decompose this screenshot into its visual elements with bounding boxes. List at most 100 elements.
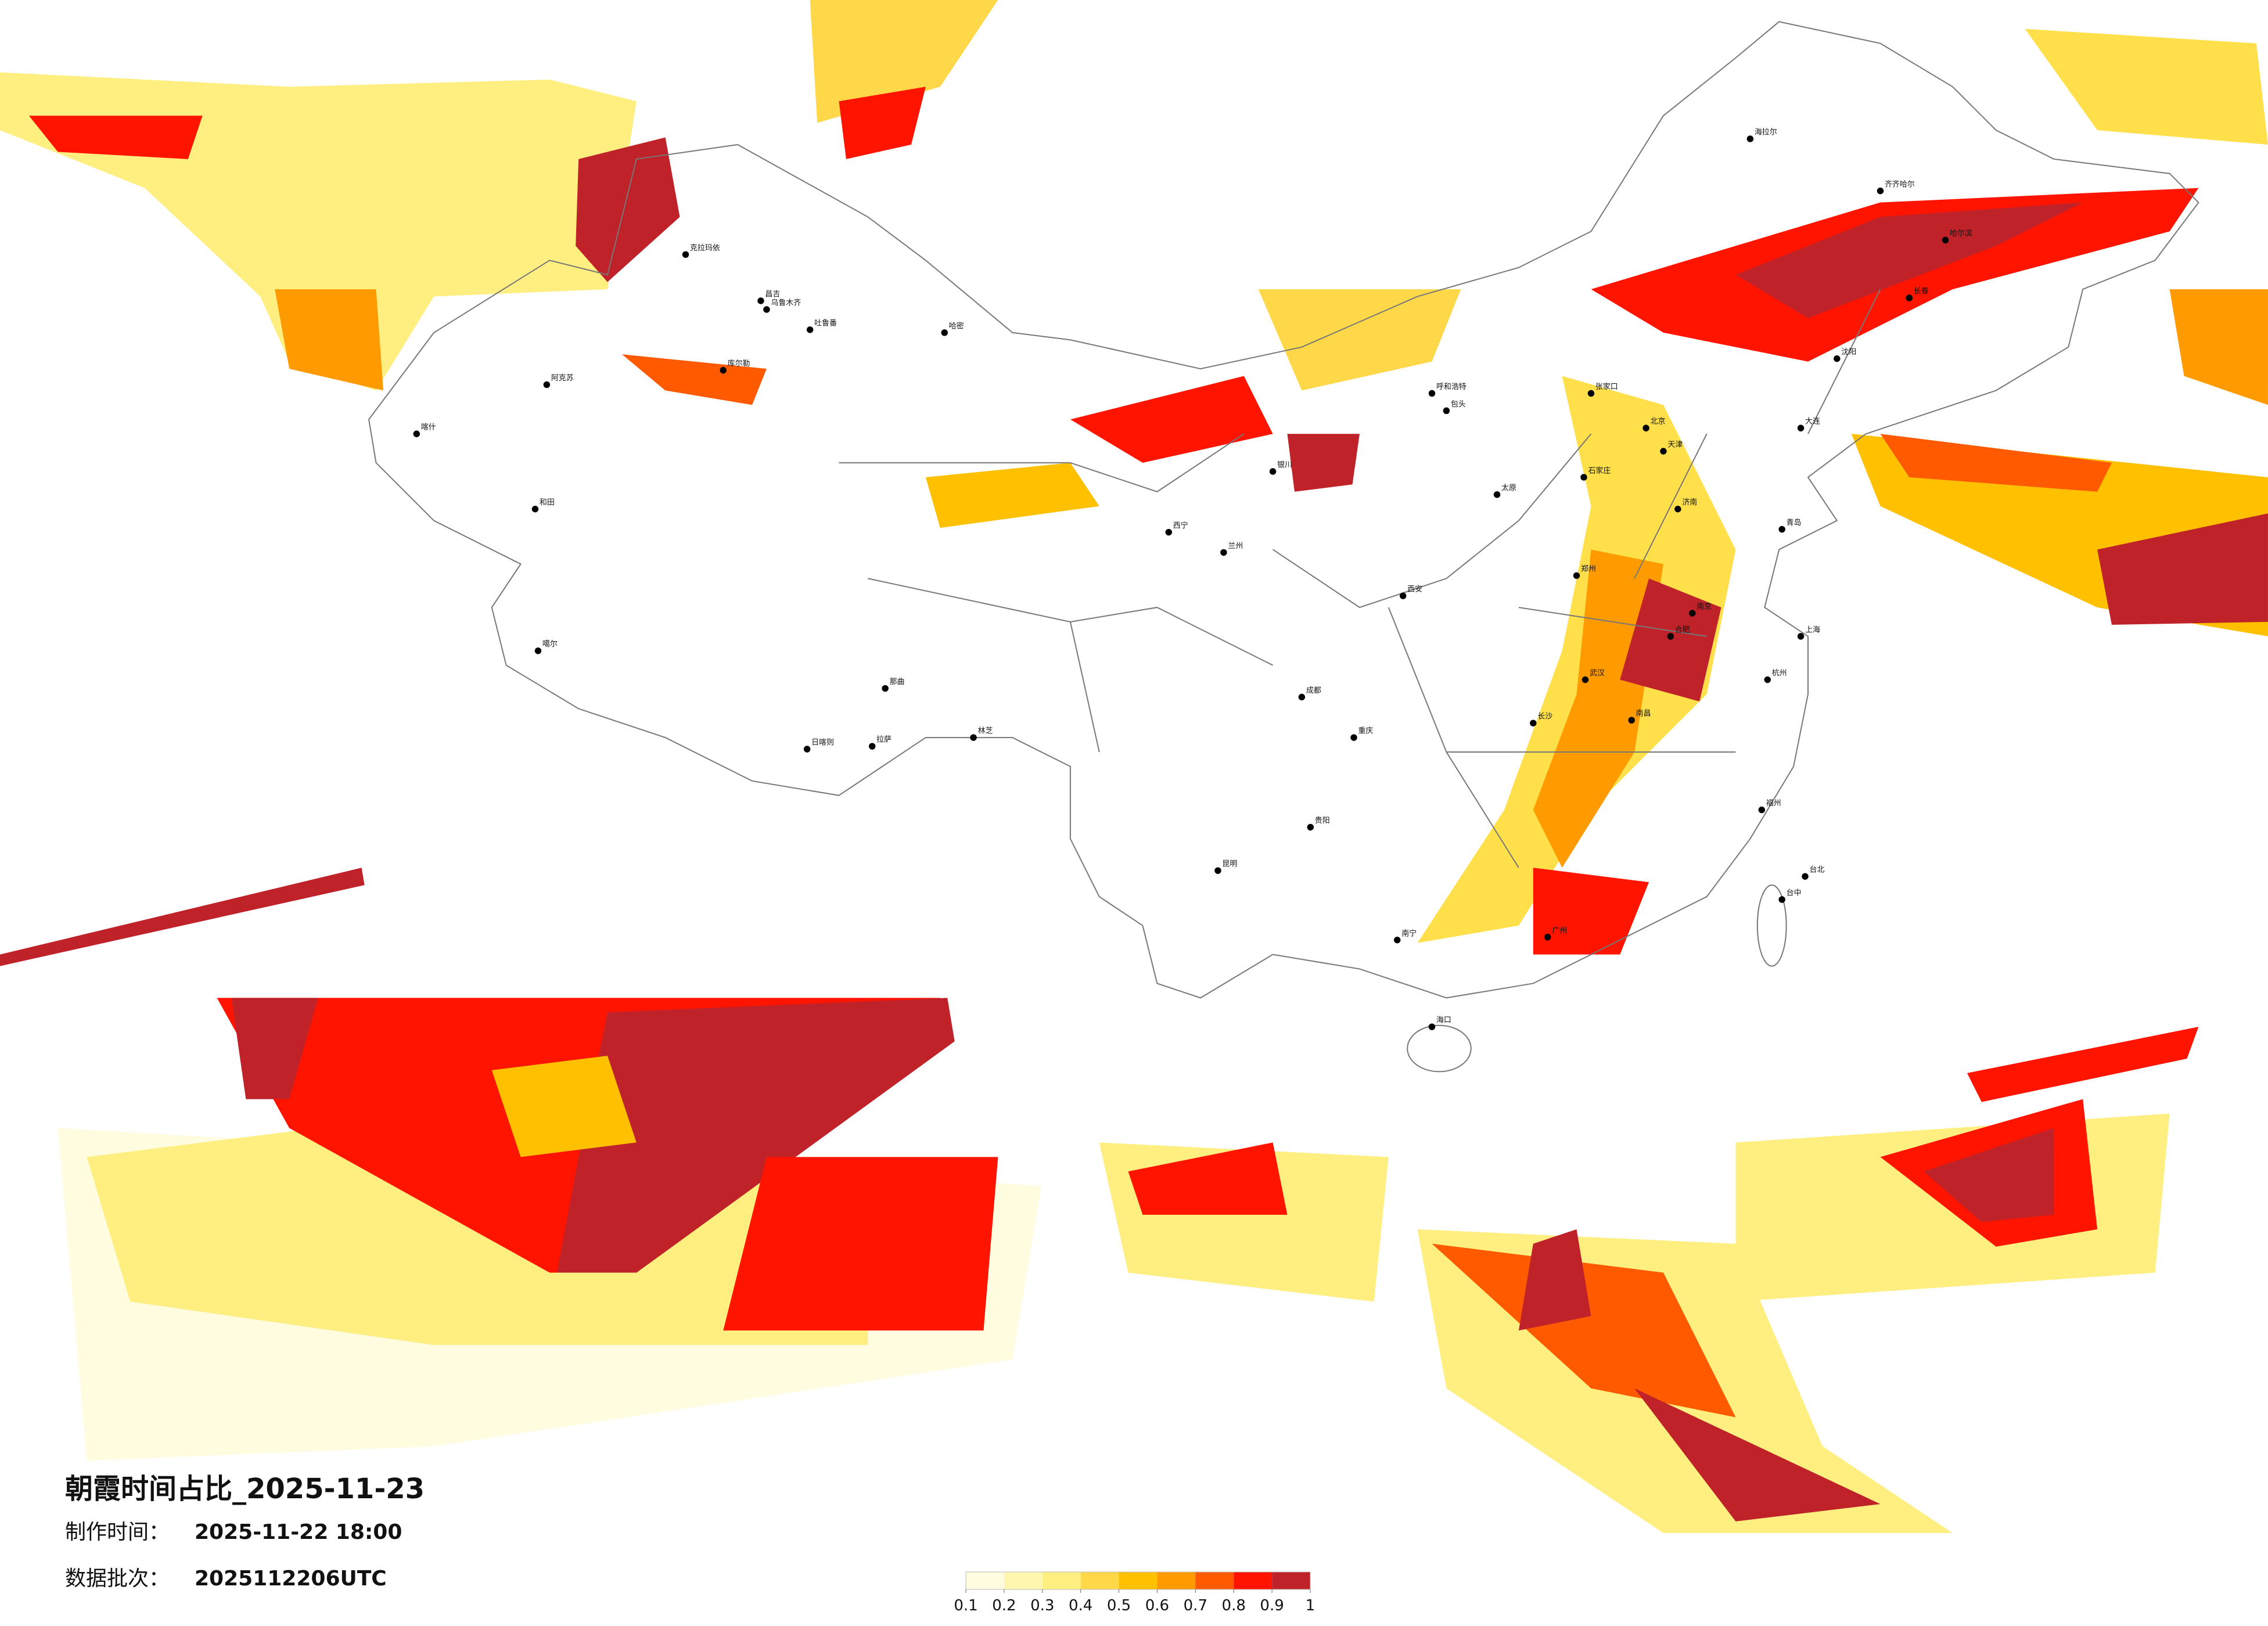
- legend-swatch: [1042, 1572, 1081, 1589]
- city-label: 北京: [1651, 418, 1666, 426]
- heat-area: [723, 1157, 998, 1331]
- heat-area: [491, 1055, 637, 1157]
- city-dot: [1443, 407, 1450, 415]
- heat-area: [1880, 434, 2112, 492]
- city-label: 呼和浩特: [1436, 383, 1467, 391]
- legend-swatch: [1195, 1572, 1234, 1589]
- heat-area: [1432, 1243, 1736, 1418]
- heat-area: [1533, 868, 1649, 955]
- heat-area: [28, 116, 203, 159]
- city-label: 海口: [1436, 1016, 1451, 1025]
- heat-area: [1287, 434, 1360, 492]
- city-dot: [1764, 676, 1771, 684]
- legend-tick-label: 0.8: [1222, 1597, 1246, 1614]
- made-label: 制作时间：: [65, 1520, 170, 1544]
- city-dot: [1580, 474, 1587, 481]
- city-dot: [1778, 526, 1785, 533]
- city-label: 沈阳: [1841, 348, 1856, 357]
- city-label: 南宁: [1401, 929, 1417, 938]
- city-dot: [1350, 734, 1357, 741]
- city-dot: [1530, 720, 1537, 726]
- legend: 0.1 0.2 0.3 0.4 0.5 0.6 0.7 0.8 0.9 1: [954, 1571, 1315, 1614]
- batch-label: 数据批次：: [65, 1567, 170, 1591]
- legend-tick-label: 0.1: [954, 1597, 977, 1614]
- city-dot: [1544, 934, 1551, 941]
- city-dot: [1393, 937, 1401, 944]
- city-dot: [868, 743, 876, 750]
- city-label: 昆明: [1222, 860, 1237, 869]
- city-dot: [531, 505, 539, 513]
- city-dot: [1642, 425, 1649, 431]
- city-dot: [1906, 294, 1913, 301]
- heat-field: [0, 0, 2268, 1533]
- city-label: 重庆: [1358, 726, 1373, 736]
- legend-swatch: [1080, 1572, 1119, 1589]
- legend-tick-label: 0.2: [992, 1597, 1016, 1614]
- city-label: 长春: [1914, 287, 1929, 296]
- heat-area: [1518, 1229, 1591, 1331]
- city-label: 南昌: [1636, 709, 1651, 718]
- city-label: 拉萨: [876, 736, 892, 744]
- legend-swatch: [1272, 1572, 1310, 1589]
- city-dot: [1674, 505, 1681, 513]
- heat-area: [0, 868, 365, 966]
- city-dot: [1628, 717, 1635, 724]
- city-dot: [1746, 135, 1754, 142]
- city-label: 和田: [540, 498, 555, 507]
- city-dot: [757, 297, 764, 304]
- legend-swatch: [1119, 1572, 1158, 1589]
- city-dot: [1877, 188, 1884, 195]
- city-dot: [1307, 823, 1314, 831]
- legend-tick-label: 0.3: [1030, 1597, 1054, 1614]
- island-border: [1407, 1024, 1472, 1073]
- city-label: 合肥: [1675, 625, 1690, 634]
- heat-area: [1634, 1388, 1881, 1521]
- city-dot: [682, 251, 689, 258]
- city-label: 广州: [1552, 926, 1567, 935]
- city-dot: [1667, 633, 1674, 640]
- heat-area: [839, 87, 926, 159]
- city-label: 吐鲁番: [814, 319, 837, 328]
- heat-area: [2097, 513, 2268, 625]
- city-label: 大连: [1805, 417, 1820, 426]
- heat-area: [621, 354, 767, 405]
- legend-swatch: [1234, 1572, 1273, 1589]
- city-dot: [1428, 1023, 1436, 1030]
- city-label: 台北: [1809, 866, 1824, 875]
- city-label: 库尔勒: [728, 359, 750, 368]
- heat-area: [556, 998, 955, 1273]
- city-label: 齐齐哈尔: [1885, 179, 1915, 189]
- city-label: 太原: [1501, 484, 1516, 492]
- city-label: 乌鲁木齐: [771, 298, 801, 307]
- city-dot: [1165, 528, 1172, 536]
- island-border: [1756, 884, 1787, 967]
- city-label: 台中: [1787, 889, 1802, 898]
- city-label: 昌吉: [765, 290, 780, 299]
- city-label: 包头: [1451, 400, 1466, 409]
- legend-swatch: [1004, 1572, 1043, 1589]
- city-label: 济南: [1682, 498, 1697, 507]
- city-dot: [1582, 676, 1589, 684]
- legend-tick-label: 0.5: [1107, 1597, 1131, 1614]
- city-dot: [1220, 549, 1227, 556]
- city-dot: [1689, 610, 1696, 617]
- city-dot: [1214, 867, 1221, 874]
- city-dot: [1797, 425, 1805, 431]
- city-dot: [941, 329, 948, 336]
- legend-frame: [965, 1571, 1311, 1590]
- heat-area: [1070, 376, 1273, 463]
- city-label: 武汉: [1590, 669, 1605, 678]
- city-dot: [720, 366, 727, 374]
- city-dot: [1797, 633, 1805, 640]
- city-dot: [1660, 448, 1667, 455]
- made-time: 2025-11-22 18:00: [195, 1520, 402, 1544]
- legend-tick-label: 0.9: [1260, 1597, 1284, 1614]
- city-dot: [1802, 873, 1809, 880]
- heat-area: [275, 289, 383, 391]
- city-dot: [970, 734, 977, 741]
- city-label: 喀什: [421, 423, 436, 432]
- legend-tick-label: 0.4: [1069, 1597, 1092, 1614]
- heat-area: [925, 462, 1099, 528]
